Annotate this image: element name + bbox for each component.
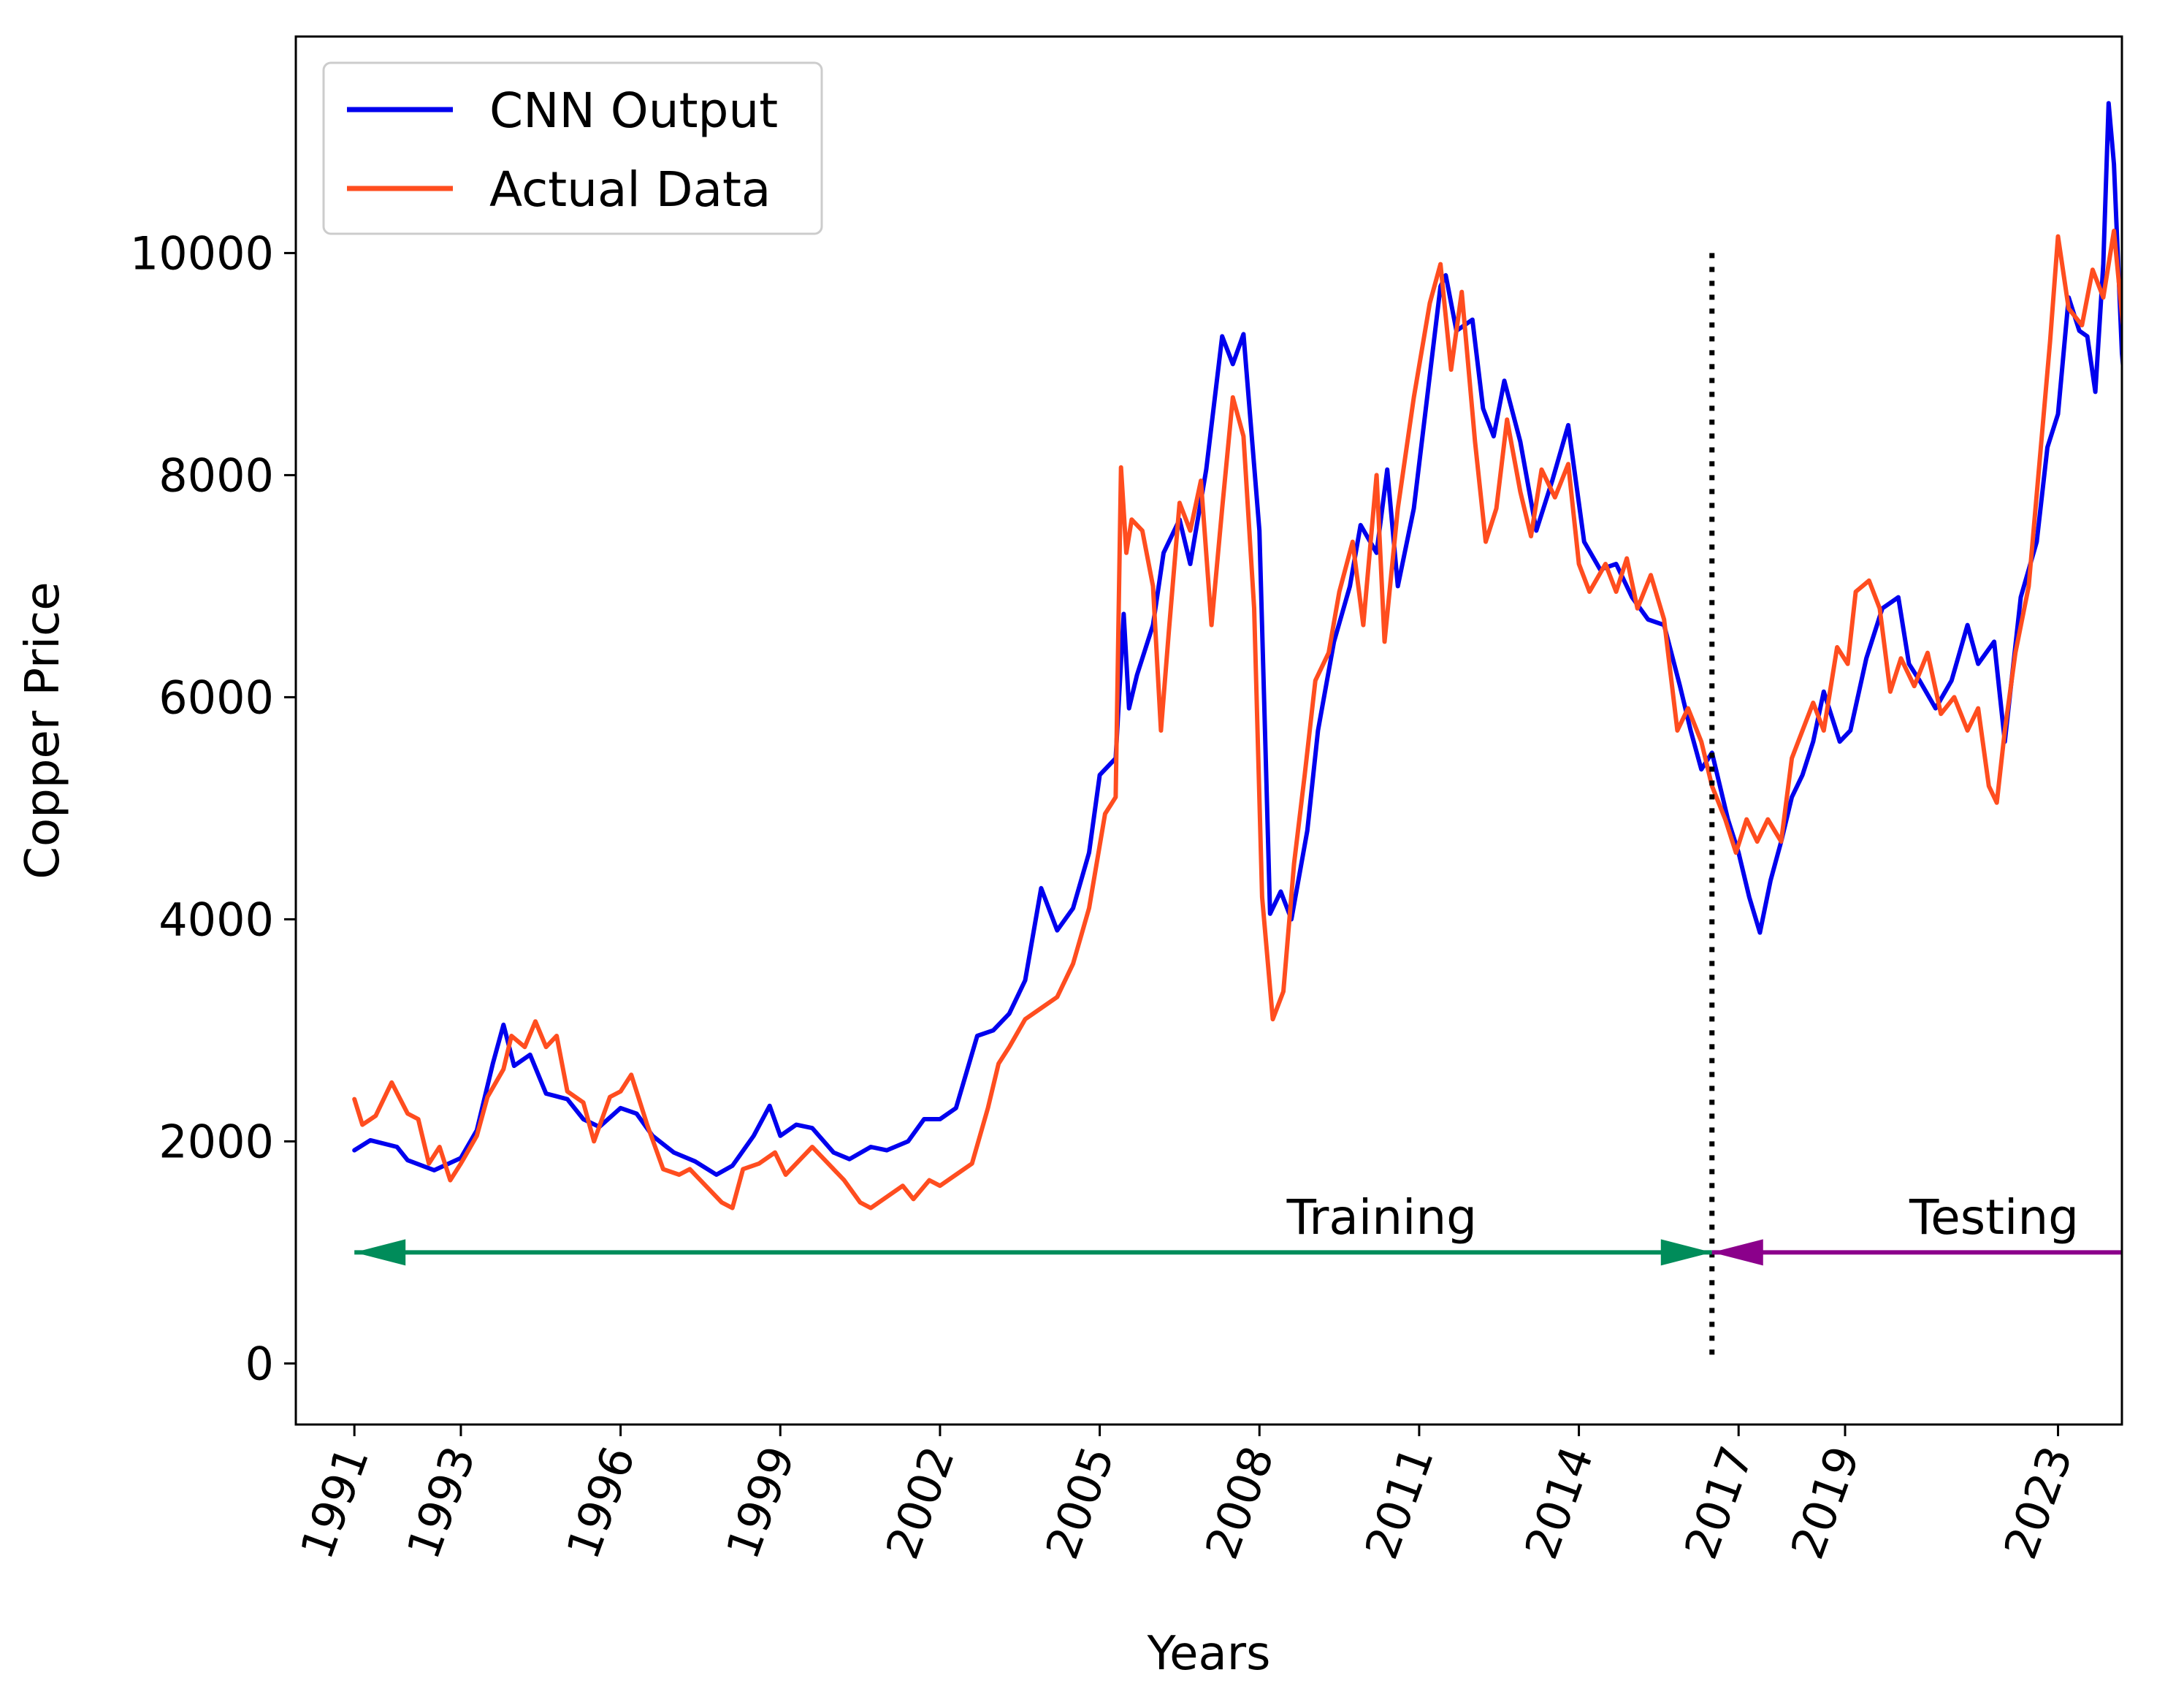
training-annotation: Training — [1286, 1189, 1477, 1246]
legend: CNN Output Actual Data — [322, 61, 823, 235]
plot-area — [352, 101, 2122, 1364]
y-tick-label-10000: 10000 — [130, 226, 274, 280]
x-axis-title: Years — [1147, 1627, 1271, 1681]
y-tick-label-6000: 6000 — [159, 671, 274, 724]
testing-arrow-head-left — [1711, 1239, 1763, 1266]
series-line-actual-data — [352, 229, 2122, 1210]
y-axis-title: Copper Price — [16, 581, 70, 879]
y-tick-label-4000: 4000 — [159, 893, 274, 946]
legend-label-cnn-output: CNN Output — [489, 83, 778, 139]
training-arrow-head-left — [354, 1239, 406, 1266]
y-tick-label-8000: 8000 — [159, 449, 274, 502]
testing-annotation: Testing — [1909, 1189, 2079, 1246]
training-arrow-head-right — [1660, 1239, 1712, 1266]
y-tick-label-2000: 2000 — [159, 1115, 274, 1168]
plot-frame — [294, 35, 2123, 1426]
series-line-cnn-output — [352, 101, 2122, 1177]
y-tick-label-0: 0 — [245, 1337, 274, 1390]
legend-label-actual-data: Actual Data — [489, 161, 771, 218]
